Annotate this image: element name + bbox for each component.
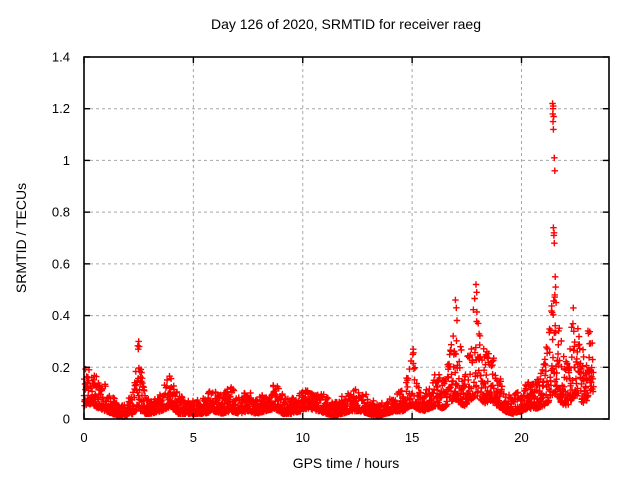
y-tick-label: 0.6 — [52, 256, 70, 271]
x-tick-label: 20 — [514, 430, 528, 445]
x-tick-label: 15 — [405, 430, 419, 445]
tick-labels: 0 5 10 15 20 0 0.2 0.4 0.6 0.8 1 1.2 1.4 — [52, 50, 529, 446]
y-tick-label: 1.2 — [52, 101, 70, 116]
plot-border — [83, 56, 610, 420]
y-tick-label: 0.4 — [52, 308, 70, 323]
x-axis-label: GPS time / hours — [293, 455, 400, 471]
x-tick-label: 0 — [80, 430, 87, 445]
grid-lines — [84, 57, 609, 419]
x-tick-label: 10 — [296, 430, 310, 445]
scatter-markers — [80, 100, 597, 420]
y-tick-label: 1 — [63, 153, 70, 168]
data-points — [80, 100, 597, 420]
chart-title: Day 126 of 2020, SRMTID for receiver rae… — [211, 16, 481, 32]
tick-marks — [83, 56, 609, 420]
y-tick-label: 1.4 — [52, 50, 70, 65]
y-tick-label: 0.2 — [52, 360, 70, 375]
x-tick-label: 5 — [190, 430, 197, 445]
y-tick-label: 0.8 — [52, 205, 70, 220]
plot-frame — [83, 56, 610, 420]
y-axis-label: SRMTID / TECUs — [13, 183, 29, 293]
y-tick-label: 0 — [63, 412, 70, 427]
